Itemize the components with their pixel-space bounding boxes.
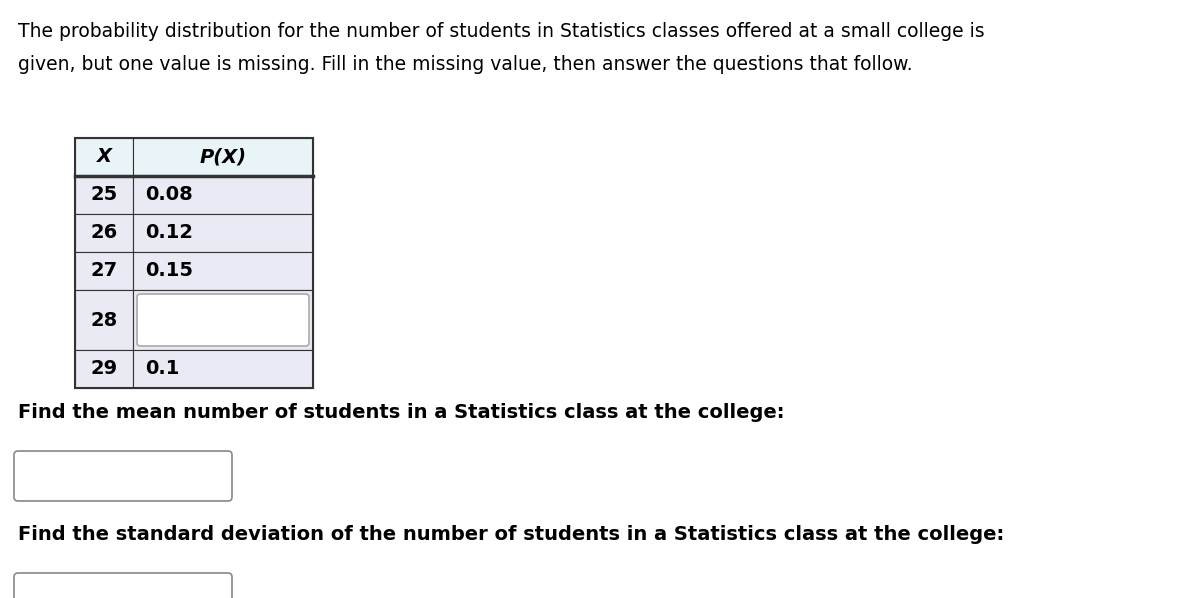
Text: 28: 28 — [90, 310, 118, 329]
Bar — [133, 176, 313, 214]
Bar — [74, 290, 133, 350]
Bar — [74, 214, 133, 252]
Text: 0.12: 0.12 — [145, 224, 193, 243]
Text: 26: 26 — [90, 224, 118, 243]
Text: 29: 29 — [90, 359, 118, 379]
Bar — [74, 350, 133, 388]
Bar — [74, 176, 133, 214]
Bar — [74, 252, 133, 290]
Text: 0.08: 0.08 — [145, 185, 193, 205]
Bar — [133, 138, 313, 176]
Bar — [133, 214, 313, 252]
Text: 27: 27 — [90, 261, 118, 280]
Text: X: X — [96, 148, 112, 166]
Text: given, but one value is missing. Fill in the missing value, then answer the ques: given, but one value is missing. Fill in… — [18, 55, 913, 74]
Bar — [133, 350, 313, 388]
FancyBboxPatch shape — [14, 573, 232, 598]
Text: 0.15: 0.15 — [145, 261, 193, 280]
Text: The probability distribution for the number of students in Statistics classes of: The probability distribution for the num… — [18, 22, 985, 41]
Text: P(X): P(X) — [199, 148, 246, 166]
Bar — [133, 252, 313, 290]
Bar — [74, 138, 313, 388]
FancyBboxPatch shape — [137, 294, 310, 346]
Text: Find the mean number of students in a Statistics class at the college:: Find the mean number of students in a St… — [18, 403, 785, 422]
Text: 0.1: 0.1 — [145, 359, 179, 379]
Bar — [133, 290, 313, 350]
FancyBboxPatch shape — [14, 451, 232, 501]
Text: 25: 25 — [90, 185, 118, 205]
Bar — [74, 138, 133, 176]
Text: Find the standard deviation of the number of students in a Statistics class at t: Find the standard deviation of the numbe… — [18, 525, 1004, 544]
